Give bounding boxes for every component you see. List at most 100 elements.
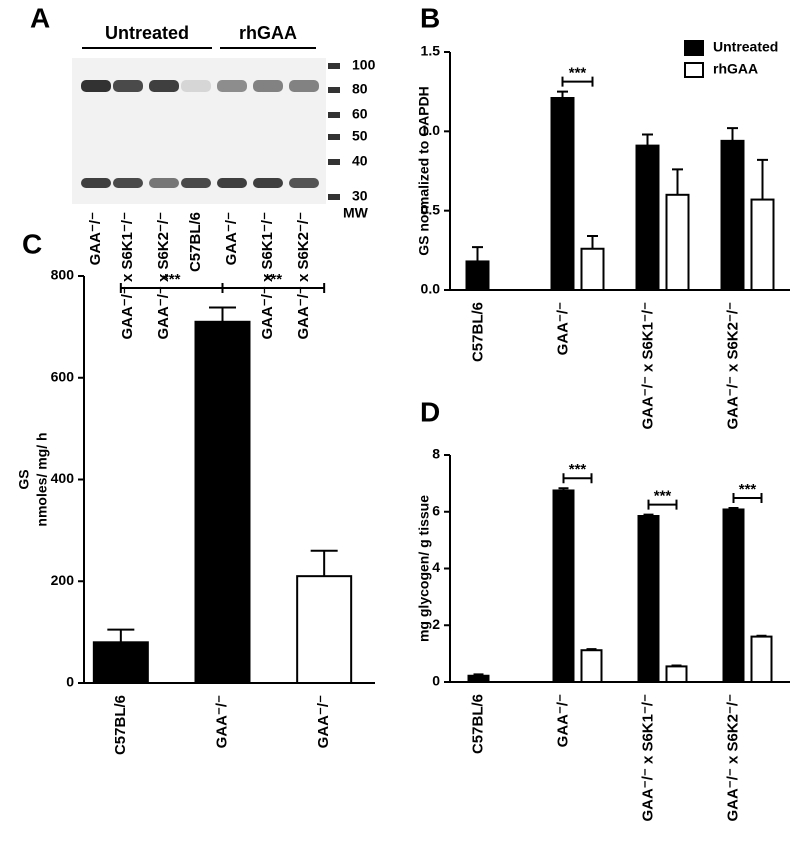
mw-ladder-band	[328, 112, 340, 118]
blot-band	[289, 80, 319, 92]
y-tick-label: 0.0	[421, 281, 441, 297]
x-tick-label: C57BL/6	[469, 694, 486, 754]
mw-ladder-band	[328, 159, 340, 165]
blot-band	[289, 178, 319, 188]
legend-swatch	[684, 40, 704, 56]
mw-ladder-band	[328, 63, 340, 69]
error-bar	[587, 235, 598, 249]
y-tick-label: 0	[66, 674, 74, 690]
lane-label: GAA⁻/⁻	[223, 212, 240, 265]
bar	[665, 193, 690, 291]
y-tick-label: 1.5	[421, 43, 441, 59]
group-label: rhGAA	[239, 23, 297, 43]
blot-band	[113, 80, 143, 92]
x-tick-label: GAA⁻/⁻	[554, 694, 571, 747]
y-tick-label: 1.0	[421, 122, 441, 138]
error-bar	[472, 246, 483, 262]
lane-label: GAA⁻/⁻ x S6K1⁻/⁻	[259, 212, 276, 340]
bar	[637, 515, 660, 683]
panel-label: C	[22, 228, 42, 259]
bar	[750, 635, 773, 683]
y-tick-label: 0.5	[421, 201, 441, 217]
blot-band	[149, 80, 179, 92]
blot-band	[81, 178, 111, 188]
error-bar	[642, 133, 653, 146]
blot-band	[253, 178, 283, 188]
mw-axis-label: MW	[343, 205, 369, 221]
significance-label: ***	[163, 271, 181, 288]
error-bar	[107, 628, 135, 643]
x-tick-label: GAA⁻/⁻	[554, 302, 571, 355]
bar	[635, 144, 660, 291]
group-label: Untreated	[105, 23, 189, 43]
x-tick-label: GAA⁻/⁻ x S6K1⁻/⁻	[639, 694, 656, 822]
lane-label: GAA⁻/⁻ x S6K2⁻/⁻	[155, 212, 172, 340]
bar	[722, 508, 745, 684]
lane-label: GAA⁻/⁻ x S6K2⁻/⁻	[295, 212, 312, 340]
significance-bracket	[732, 493, 763, 504]
mw-ladder-band	[328, 87, 340, 93]
legend-label: rhGAA	[713, 61, 758, 77]
x-tick-label: GAA⁻/⁻	[213, 695, 230, 748]
significance-bracket	[561, 76, 594, 87]
error-bar	[310, 549, 338, 577]
y-tick-label: 6	[432, 502, 440, 518]
significance-label: ***	[654, 488, 672, 505]
y-axis-label: nmoles/ mg/ h	[34, 432, 50, 526]
y-tick-label: 0	[432, 673, 440, 689]
lane-label: GAA⁻/⁻ x S6K1⁻/⁻	[119, 212, 136, 340]
significance-label: ***	[739, 481, 757, 498]
y-axis-label: mg glycogen/ g tissue	[416, 495, 432, 642]
x-tick-label: C57BL/6	[469, 302, 486, 362]
significance-bracket	[221, 283, 326, 293]
panel-label: B	[420, 2, 440, 33]
bar	[296, 575, 353, 684]
mw-label: 50	[352, 128, 368, 144]
blot-band	[217, 80, 247, 92]
bar	[665, 665, 688, 683]
y-tick-label: 800	[51, 267, 75, 283]
bar	[550, 97, 575, 291]
bar	[552, 489, 575, 683]
bar	[465, 260, 490, 292]
blot-band	[181, 80, 211, 92]
mw-label: 40	[352, 153, 368, 169]
lane-label: GAA⁻/⁻	[87, 212, 104, 265]
x-tick-label: GAA⁻/⁻ x S6K2⁻/⁻	[724, 302, 741, 430]
significance-label: ***	[569, 461, 587, 478]
y-tick-label: 600	[51, 368, 75, 384]
blot-band	[217, 178, 247, 188]
x-tick-label: GAA⁻/⁻ x S6K2⁻/⁻	[724, 694, 741, 822]
bar	[750, 198, 775, 291]
error-bar	[757, 158, 768, 200]
y-axis-label: GS normalized to GAPDH	[416, 86, 432, 256]
bar	[720, 139, 745, 291]
bar	[580, 247, 605, 292]
panel-label: D	[420, 396, 440, 427]
blot-band	[113, 178, 143, 188]
y-tick-label: 400	[51, 470, 75, 486]
significance-label: ***	[265, 271, 283, 288]
mw-label: 60	[352, 106, 368, 122]
x-tick-label: GAA⁻/⁻	[315, 695, 332, 748]
bar	[467, 674, 490, 684]
y-axis-label: GS	[16, 469, 32, 489]
mw-label: 100	[352, 57, 376, 73]
mw-ladder-band	[328, 194, 340, 200]
blot-band	[253, 80, 283, 92]
error-bar	[209, 306, 236, 322]
blot-band	[81, 80, 111, 92]
mw-label: 80	[352, 81, 368, 97]
y-tick-label: 200	[51, 572, 75, 588]
bar	[92, 641, 149, 684]
legend-label: Untreated	[713, 39, 778, 55]
bar	[194, 320, 251, 684]
significance-label: ***	[569, 65, 587, 82]
blot-band	[149, 178, 179, 188]
significance-bracket	[647, 499, 678, 510]
panel-label: A	[30, 2, 50, 33]
x-tick-label: C57BL/6	[112, 695, 129, 755]
error-bar	[672, 168, 683, 195]
